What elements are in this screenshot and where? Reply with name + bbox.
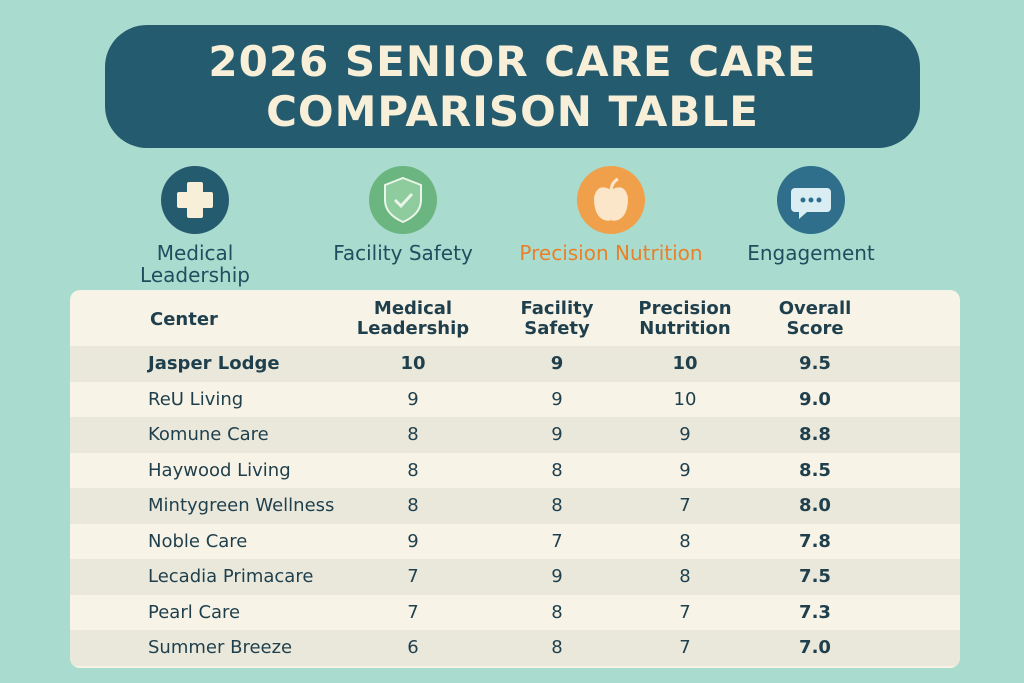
- table-row: Summer Breeze 6 8 7 7.0: [70, 630, 960, 666]
- category-label: Medical Leadership: [140, 241, 250, 287]
- nutrition-icon: [577, 166, 645, 234]
- score-cell: 9: [679, 459, 691, 481]
- score-cell: 7.8: [799, 530, 831, 552]
- engagement-icon: [777, 166, 845, 234]
- score-cell: 9: [679, 424, 691, 445]
- table-row: Haywood Living 8 8 9 8.5: [70, 453, 960, 489]
- title-banner: 2026 SENIOR CARE CARE COMPARISON TABLE: [105, 25, 920, 148]
- center-name: Jasper Lodge: [148, 353, 280, 374]
- table-row: ReU Living 9 9 10 9.0: [70, 382, 960, 418]
- column-header: Overall Score: [778, 298, 852, 339]
- center-name: Komune Care: [148, 424, 269, 445]
- score-cell: 8: [679, 566, 691, 587]
- category-label: Precision Nutrition: [519, 241, 703, 265]
- score-cell: 8: [679, 530, 691, 552]
- score-cell: 9.5: [799, 353, 831, 374]
- score-cell: 9: [551, 424, 563, 445]
- center-name: Lecadia Primacare: [148, 566, 314, 587]
- score-cell: 8: [551, 495, 563, 516]
- category-label: Facility Safety: [333, 241, 473, 265]
- center-name: Haywood Living: [148, 459, 291, 481]
- safety-icon: [369, 166, 437, 234]
- medical-icon: [161, 166, 229, 234]
- score-cell: 7.5: [799, 566, 831, 587]
- score-cell: 9: [407, 388, 419, 410]
- title-line: 2026 SENIOR CARE CARE: [208, 37, 817, 86]
- score-cell: 9: [551, 566, 563, 587]
- score-cell: 8.8: [799, 424, 831, 445]
- center-name: ReU Living: [148, 388, 244, 410]
- score-cell: 7: [551, 530, 563, 552]
- table-row: Mintygreen Wellness 8 8 7 8.0: [70, 488, 960, 524]
- score-cell: 9.0: [799, 388, 831, 410]
- score-cell: 8: [407, 424, 419, 445]
- table-row: Lecadia Primacare 7 9 8 7.5: [70, 559, 960, 595]
- center-name: Summer Breeze: [148, 637, 293, 658]
- table-row: Noble Care 9 7 8 7.8: [70, 524, 960, 560]
- score-cell: 10: [672, 353, 698, 374]
- score-cell: 8: [551, 459, 563, 481]
- icons: [161, 166, 845, 234]
- score-cell: 8: [407, 495, 419, 516]
- score-cell: 7.3: [799, 601, 831, 623]
- column-header: Facility Safety: [520, 298, 594, 339]
- category-label: Engagement: [747, 241, 875, 265]
- score-cell: 8: [551, 601, 563, 623]
- table-row: Komune Care 8 9 9 8.8: [70, 417, 960, 453]
- column-header: Center: [150, 309, 218, 330]
- score-cell: 10: [673, 388, 697, 410]
- score-cell: 7.0: [799, 637, 831, 658]
- score-cell: 8.5: [799, 459, 831, 481]
- table-row: Pearl Care 7 8 7 7.3: [70, 595, 960, 631]
- score-cell: 7: [679, 601, 691, 623]
- score-cell: 7: [679, 637, 691, 658]
- score-cell: 8.0: [799, 495, 831, 516]
- score-cell: 9: [550, 353, 564, 374]
- center-name: Pearl Care: [148, 601, 241, 623]
- score-cell: 7: [679, 495, 691, 516]
- score-cell: 9: [407, 530, 419, 552]
- table-row: Jasper Lodge 10 9 10 9.5: [70, 346, 960, 382]
- score-cell: 7: [407, 566, 419, 587]
- score-cell: 8: [551, 637, 563, 658]
- score-cell: 9: [551, 388, 563, 410]
- score-cell: 10: [400, 353, 426, 374]
- score-cell: 8: [407, 459, 419, 481]
- center-name: Mintygreen Wellness: [148, 495, 335, 516]
- title-line: COMPARISON TABLE: [266, 87, 759, 136]
- score-cell: 6: [407, 637, 419, 658]
- table: Center Medical Leadership Facility Safety P…: [70, 290, 960, 668]
- center-name: Noble Care: [148, 530, 248, 552]
- column-header: Medical Leadership: [356, 298, 470, 339]
- column-header: Precision Nutrition: [638, 298, 732, 339]
- score-cell: 7: [407, 601, 419, 623]
